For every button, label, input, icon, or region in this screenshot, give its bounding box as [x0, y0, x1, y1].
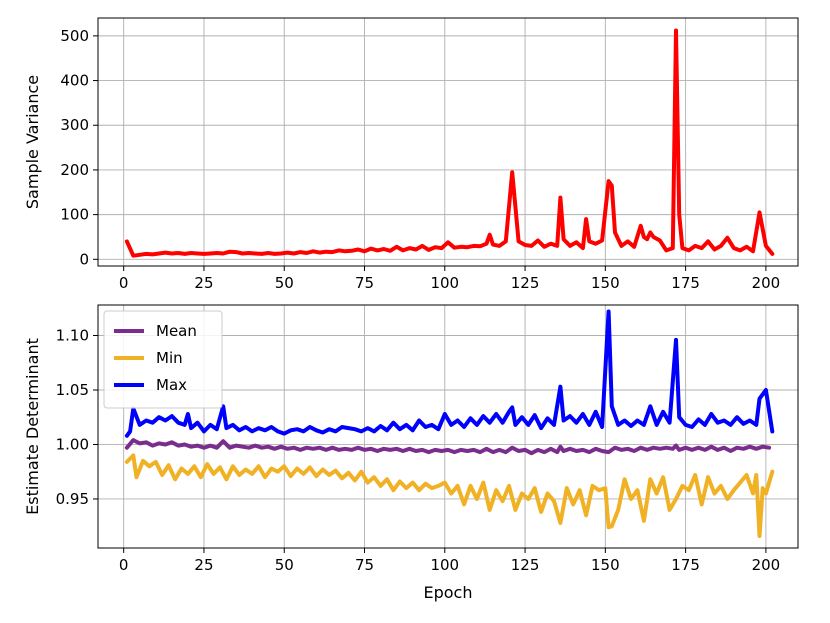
- x-tick-label: 50: [275, 274, 294, 292]
- min-series-line: [124, 453, 775, 538]
- x-tick-label: 200: [752, 274, 781, 292]
- legend-label: Max: [156, 376, 187, 394]
- x-tick-label: 100: [430, 556, 459, 574]
- y-tick-label: 0.95: [56, 490, 89, 508]
- y-tick-label: 300: [60, 116, 89, 134]
- axes-frame: [97, 304, 799, 549]
- x-tick-label: 200: [752, 556, 781, 574]
- x-tick-label: 125: [511, 274, 540, 292]
- x-tick-label: 75: [355, 556, 374, 574]
- series-line: [124, 28, 775, 258]
- x-tick-label: 150: [591, 556, 620, 574]
- legend-label: Min: [156, 349, 183, 367]
- y-tick-label: 1.00: [56, 435, 89, 453]
- x-tick-label: 0: [119, 274, 129, 292]
- mean-series-line: [124, 438, 772, 456]
- series-group: [124, 28, 775, 258]
- x-tick-label: 75: [355, 274, 374, 292]
- x-tick-label: 175: [671, 556, 700, 574]
- legend: Mean Min Max: [103, 310, 223, 409]
- x-tick-label: 100: [430, 274, 459, 292]
- x-tick-label: 125: [511, 556, 540, 574]
- x-tick-label: 25: [194, 556, 213, 574]
- legend-label: Mean: [156, 322, 197, 340]
- y-tick-label: 0: [79, 250, 89, 268]
- y-tick-label: 1.05: [56, 381, 89, 399]
- y-tick-label: 200: [60, 161, 89, 179]
- x-tick-label: 150: [591, 274, 620, 292]
- axes-frame: [97, 17, 799, 267]
- x-tick-label: 0: [119, 556, 129, 574]
- y-tick-label: 1.10: [56, 327, 89, 345]
- series-group: [124, 309, 775, 538]
- x-axis-label: Epoch: [424, 583, 473, 602]
- y-tick-label: 500: [60, 27, 89, 45]
- x-tick-label: 25: [194, 274, 213, 292]
- y-tick-label: 100: [60, 206, 89, 224]
- variance-panel: 0 25 50 75 100 125 150 175 200 0 100 200 300 400 500 Sa…: [23, 17, 799, 292]
- y-tick-label: 400: [60, 72, 89, 90]
- y-axis-label: Estimate Determinant: [23, 338, 42, 515]
- max-series-line: [124, 309, 775, 438]
- x-tick-label: 175: [671, 274, 700, 292]
- x-tick-label: 50: [275, 556, 294, 574]
- determinant-panel: 0 25 50 75 100 125 150 175 200 0.95 1.00 1.05 1.10 Es…: [23, 304, 799, 602]
- y-axis-label: Sample Variance: [23, 75, 42, 209]
